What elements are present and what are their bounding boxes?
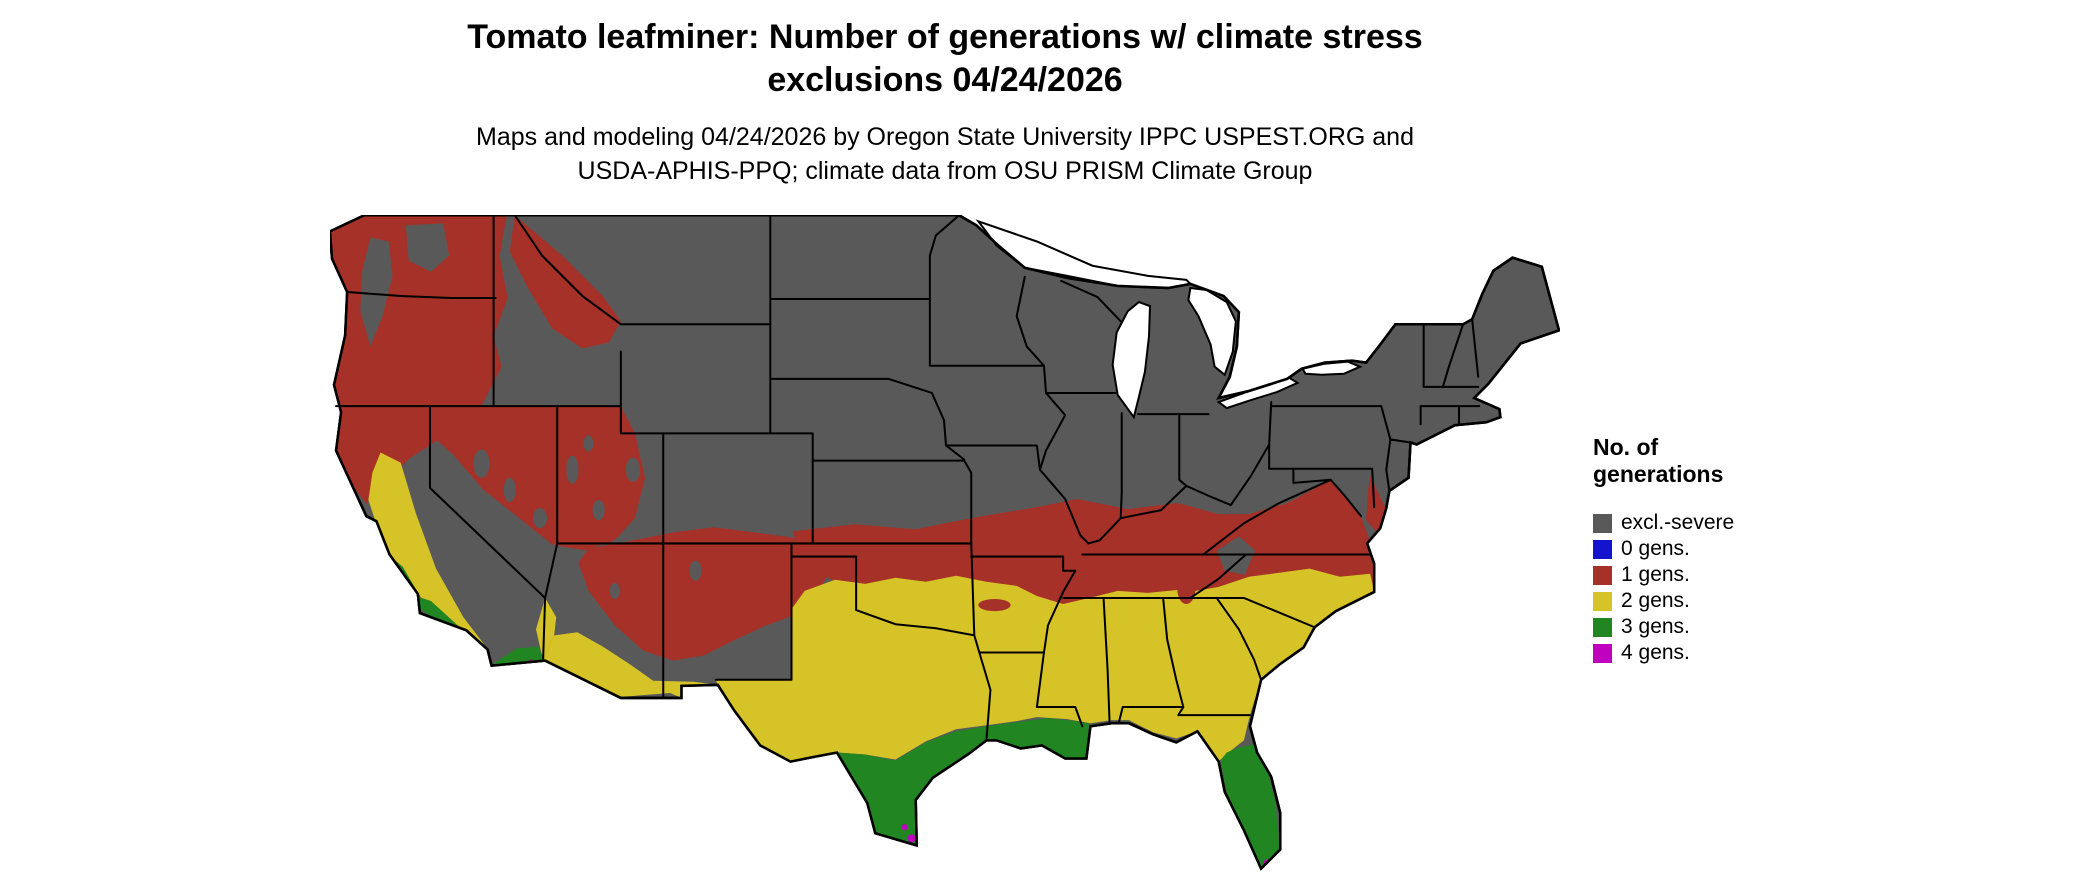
3-gens-swatch <box>1593 617 1612 637</box>
0-gens-swatch <box>1593 539 1612 559</box>
region-1gens-cumberland <box>1177 573 1196 605</box>
legend-item-4-gens: 4 gens. <box>1593 640 1734 666</box>
subtitle-line-2: USDA-APHIS-PPQ; climate data from OSU PR… <box>577 157 1313 185</box>
legend-item-label: excl.-severe <box>1621 511 1735 534</box>
legend-item-excl-severe: excl.-severe <box>1593 510 1734 536</box>
patch-cascades <box>360 237 393 347</box>
title-line-2: exclusions 04/24/2026 <box>767 61 1123 99</box>
region-2gens-arizona-desert <box>543 632 672 697</box>
region-2gens-colorado-river <box>536 597 557 661</box>
legend-items: excl.-severe 0 gens. 1 gens. 2 gens. 3 g… <box>1593 510 1734 666</box>
lake-michigan <box>1111 300 1152 420</box>
excl-severe-swatch <box>1593 513 1612 533</box>
us-map <box>330 215 1560 885</box>
1-gens-swatch <box>1593 565 1612 585</box>
lake-huron <box>1187 286 1237 377</box>
region-1gens-southwest-highlands <box>578 527 827 661</box>
legend-title: No. of generations <box>1593 434 1734 488</box>
legend-item-label: 1 gens. <box>1621 563 1690 586</box>
2-gens-swatch <box>1593 591 1612 611</box>
region-2gens-southern-band <box>715 568 1375 762</box>
legend-item-3-gens: 3 gens. <box>1593 614 1734 640</box>
legend-item-label: 4 gens. <box>1621 641 1690 664</box>
state-borders <box>335 215 1481 742</box>
regions-3-gens <box>387 556 1281 869</box>
patch-north-washington <box>405 223 450 272</box>
legend-item-1-gens: 1 gens. <box>1593 562 1734 588</box>
region-4gens-rio-grande-tip <box>907 834 916 843</box>
legend-item-label: 2 gens. <box>1621 589 1690 612</box>
legend: No. of generations excl.-severe 0 gens. … <box>1593 434 1734 666</box>
legend-item-0-gens: 0 gens. <box>1593 536 1734 562</box>
excl-mountain-patches <box>360 223 1296 599</box>
legend-item-label: 3 gens. <box>1621 615 1690 638</box>
legend-item-label: 0 gens. <box>1621 537 1690 560</box>
title-line-1: Tomato leafminer: Number of generations … <box>467 18 1423 56</box>
subtitle-line-1: Maps and modeling 04/24/2026 by Oregon S… <box>476 123 1414 151</box>
page-title: Tomato leafminer: Number of generations … <box>0 16 1890 102</box>
legend-item-2-gens: 2 gens. <box>1593 588 1734 614</box>
legend-title-line-2: generations <box>1593 461 1724 487</box>
4-gens-swatch <box>1593 643 1612 663</box>
region-3gens-louisiana-coast <box>984 718 1091 759</box>
legend-title-line-1: No. of <box>1593 434 1659 460</box>
region-2gens-california-valley <box>368 452 492 664</box>
patch-west-virginia <box>1242 464 1296 510</box>
patch-sierra <box>426 500 440 553</box>
region-3gens-florida <box>1220 744 1281 869</box>
page-subtitle: Maps and modeling 04/24/2026 by Oregon S… <box>0 120 1890 188</box>
region-3gens-south-texas <box>836 726 999 846</box>
region-1gens-ouachita <box>978 598 1011 612</box>
